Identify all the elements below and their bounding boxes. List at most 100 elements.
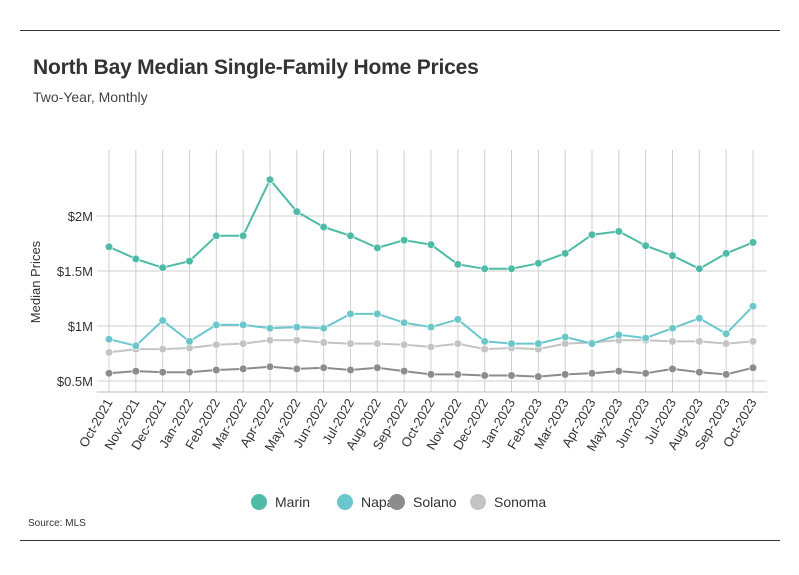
data-point-napa — [292, 323, 301, 332]
data-point-napa — [453, 315, 462, 324]
data-point-napa — [346, 309, 355, 319]
data-point-marin — [614, 227, 623, 236]
y-tick-label: $0.5M — [57, 374, 93, 389]
data-point-marin — [534, 259, 543, 268]
legend-item-solano: Solano — [389, 494, 457, 510]
data-point-napa — [212, 320, 221, 330]
x-axis-ticks: Oct-2021Nov-2021Dec-2021Jan-2022Feb-2022… — [76, 396, 760, 454]
data-point-napa — [534, 339, 543, 348]
data-point-marin — [748, 238, 758, 247]
data-point-solano — [131, 367, 140, 376]
data-point-marin — [668, 251, 677, 260]
bottom-rule — [20, 540, 780, 541]
data-point-marin — [641, 241, 650, 250]
legend-label-napa: Napa — [361, 494, 395, 510]
data-point-solano — [534, 372, 543, 381]
data-point-solano — [507, 371, 516, 380]
data-point-solano — [587, 369, 597, 378]
data-point-napa — [561, 332, 570, 342]
data-point-sonoma — [104, 348, 114, 357]
data-point-napa — [614, 330, 623, 339]
series-solano — [104, 362, 758, 381]
data-point-napa — [695, 314, 704, 323]
data-point-napa — [373, 309, 382, 319]
data-point-napa — [239, 320, 248, 330]
data-point-marin — [292, 207, 301, 216]
source-note: Source: MLS — [28, 518, 86, 529]
y-tick-label: $2M — [68, 209, 93, 224]
data-point-solano — [212, 365, 221, 375]
data-point-sonoma — [668, 337, 677, 346]
data-point-marin — [104, 242, 114, 251]
data-point-napa — [319, 324, 328, 333]
data-point-solano — [426, 370, 436, 379]
data-point-solano — [480, 371, 489, 380]
data-point-napa — [265, 324, 275, 333]
data-point-napa — [748, 302, 758, 311]
data-point-napa — [426, 323, 436, 332]
series-marin — [104, 175, 758, 273]
data-point-sonoma — [400, 340, 409, 349]
data-point-marin — [587, 230, 597, 239]
data-point-sonoma — [748, 337, 758, 346]
y-tick-label: $1M — [68, 319, 93, 334]
data-point-sonoma — [158, 345, 167, 354]
data-point-solano — [373, 363, 382, 372]
data-point-marin — [480, 264, 489, 273]
data-point-napa — [641, 334, 650, 343]
data-point-solano — [158, 368, 167, 377]
data-point-napa — [104, 335, 114, 344]
legend-marker-sonoma — [470, 494, 486, 510]
data-point-marin — [158, 263, 167, 272]
data-point-sonoma — [722, 339, 731, 348]
data-point-napa — [131, 341, 140, 350]
y-tick-label: $1.5M — [57, 264, 93, 279]
data-point-solano — [185, 368, 194, 377]
data-point-marin — [400, 236, 409, 245]
data-point-napa — [185, 337, 194, 346]
data-point-solano — [104, 369, 114, 378]
y-axis-label: Median Prices — [28, 240, 43, 323]
data-point-marin — [453, 260, 462, 269]
legend-marker-napa — [337, 494, 353, 510]
data-point-solano — [400, 367, 409, 376]
data-point-solano — [695, 368, 704, 377]
data-point-marin — [561, 249, 570, 258]
series — [104, 175, 758, 381]
grid — [97, 150, 767, 393]
data-point-napa — [668, 324, 677, 333]
data-point-napa — [400, 318, 409, 327]
data-point-sonoma — [265, 336, 275, 345]
top-rule — [20, 30, 780, 31]
chart-subtitle: Two-Year, Monthly — [33, 89, 148, 105]
data-point-marin — [695, 264, 704, 273]
data-point-solano — [239, 364, 248, 374]
data-point-napa — [507, 339, 516, 348]
legend: Marin Napa Solano Sonoma — [251, 494, 546, 510]
data-point-marin — [346, 231, 355, 240]
data-point-sonoma — [426, 342, 436, 352]
data-point-marin — [373, 243, 382, 252]
data-point-marin — [507, 264, 516, 273]
data-point-solano — [346, 365, 355, 375]
data-point-marin — [212, 231, 221, 240]
legend-item-napa: Napa — [337, 494, 395, 510]
legend-item-marin: Marin — [251, 494, 310, 510]
data-point-solano — [319, 363, 328, 372]
data-point-marin — [131, 254, 140, 263]
data-point-sonoma — [212, 340, 221, 349]
data-point-solano — [614, 367, 623, 376]
legend-item-sonoma: Sonoma — [470, 494, 546, 510]
data-point-solano — [668, 364, 677, 374]
data-point-sonoma — [239, 339, 248, 348]
data-point-marin — [426, 240, 436, 249]
data-point-marin — [239, 231, 248, 240]
data-point-napa — [158, 316, 167, 325]
data-point-solano — [453, 370, 462, 379]
data-point-sonoma — [695, 337, 704, 346]
data-point-sonoma — [480, 345, 489, 354]
data-point-sonoma — [292, 336, 301, 345]
y-axis-ticks: $0.5M $1M $1.5M $2M — [57, 209, 93, 389]
legend-marker-solano — [389, 494, 405, 510]
